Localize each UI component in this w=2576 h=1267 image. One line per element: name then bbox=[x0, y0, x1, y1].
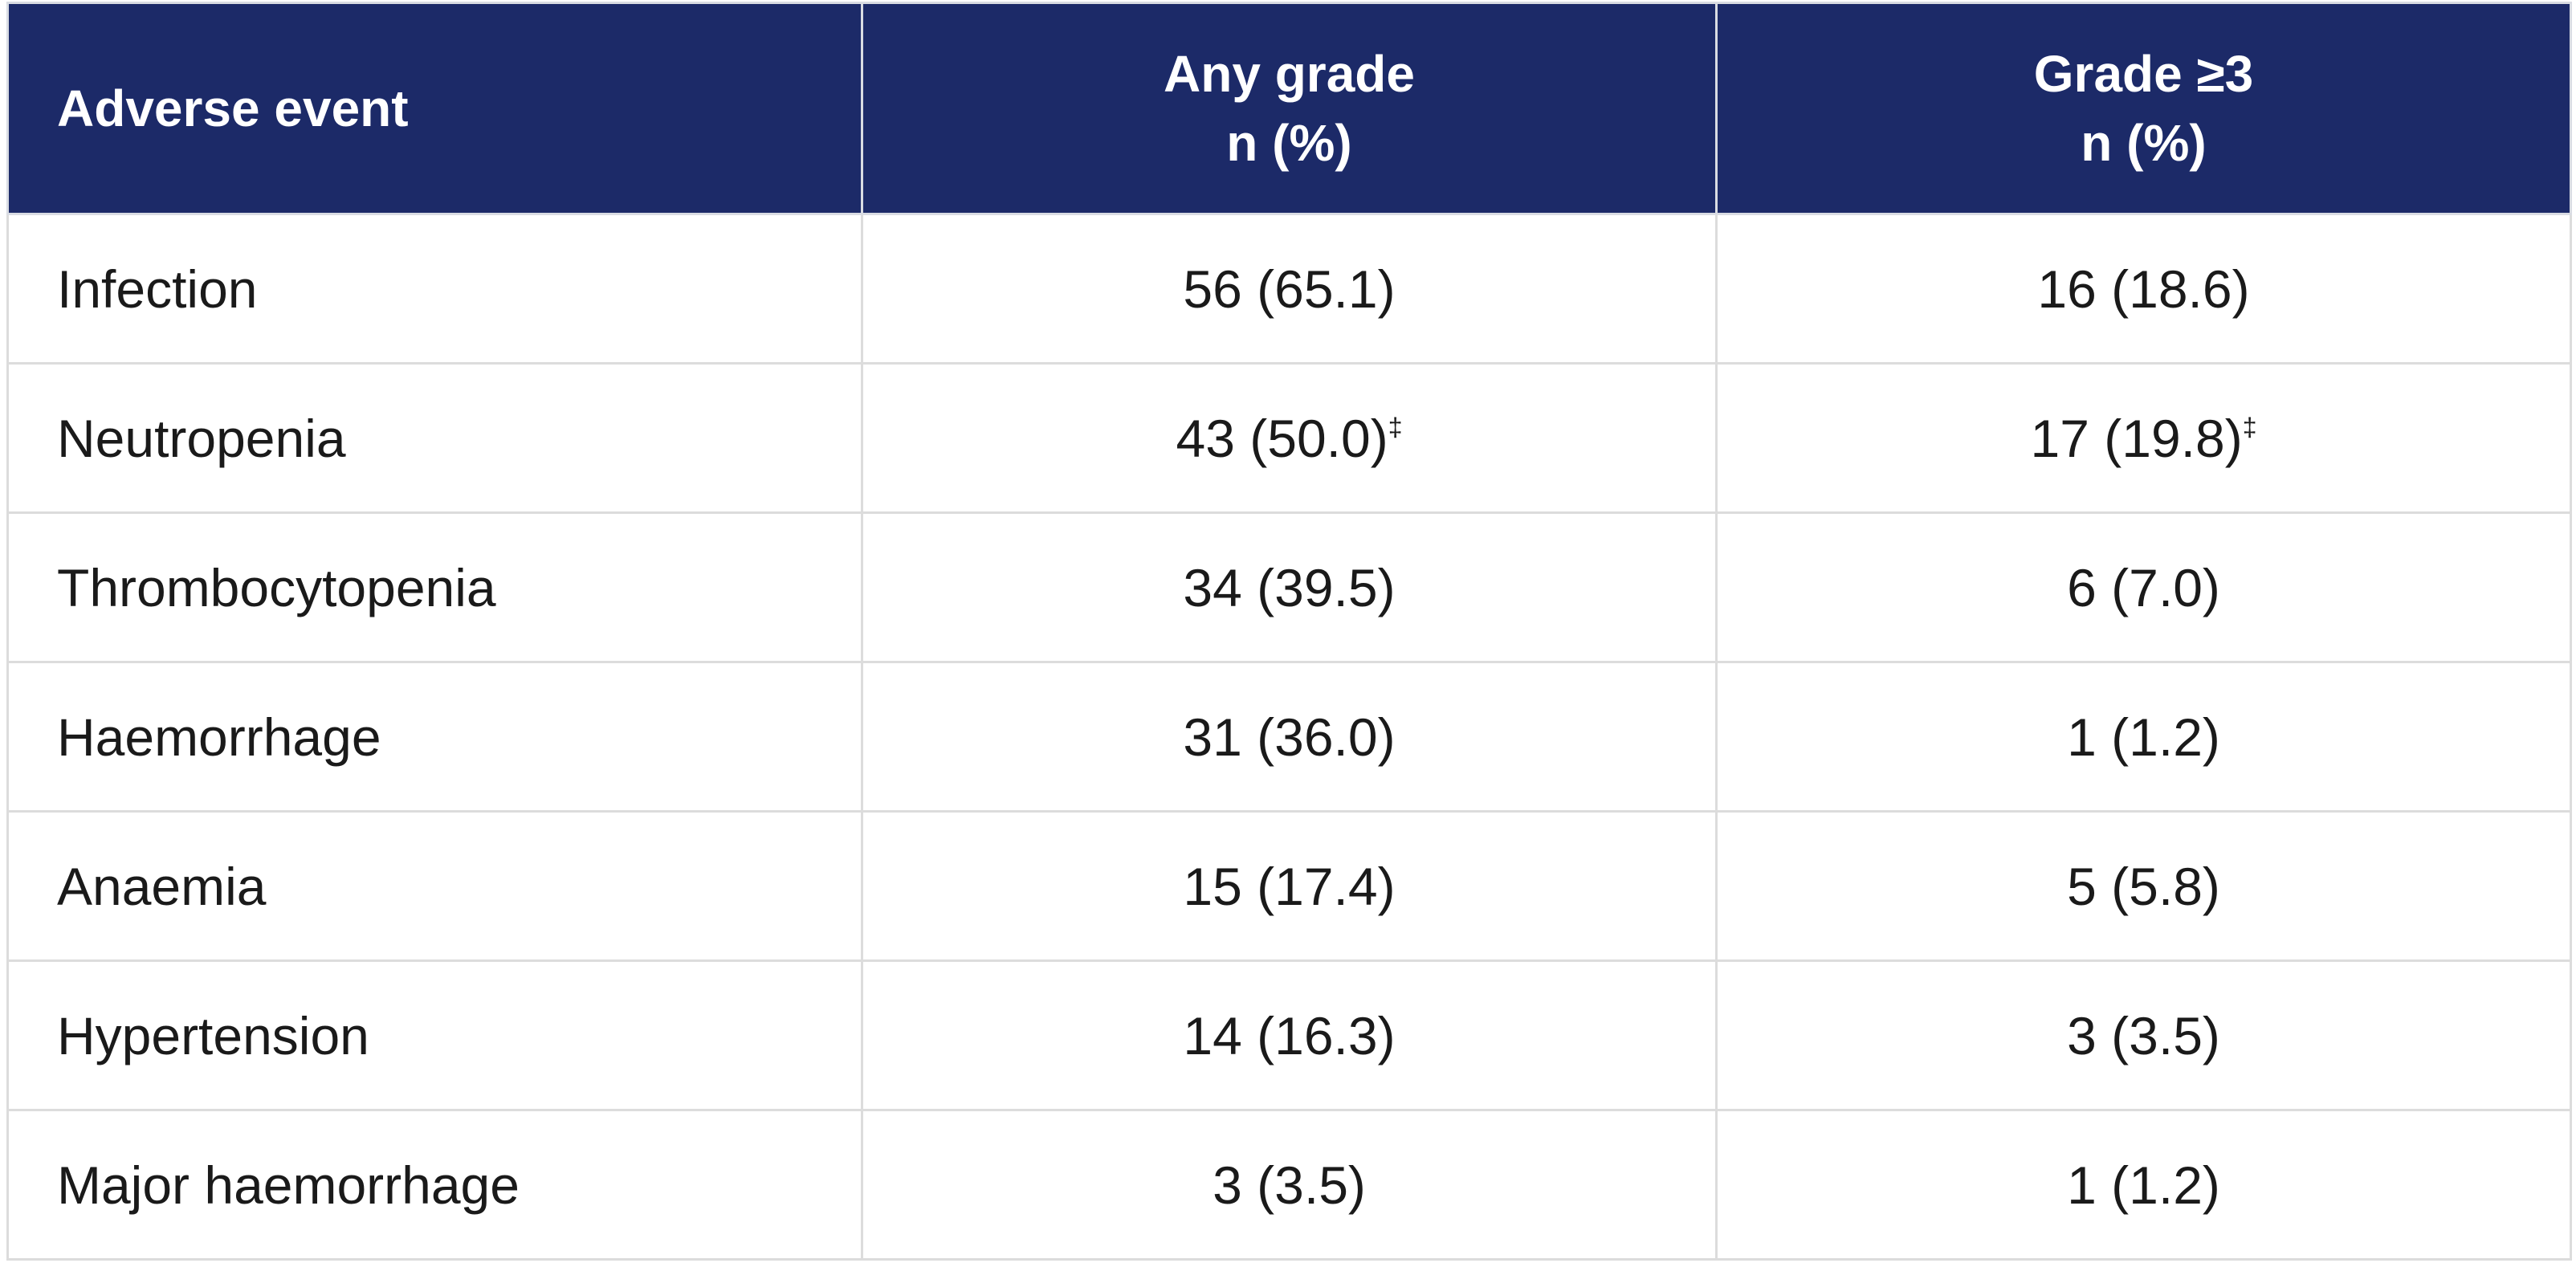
event-name: Neutropenia bbox=[6, 362, 863, 514]
event-name: Anaemia bbox=[6, 810, 863, 962]
value-cell: 15 (17.4) bbox=[861, 810, 1718, 962]
table-row: Anaemia 15 (17.4) 5 (5.8) bbox=[6, 810, 2572, 962]
value-cell: 1 (1.2) bbox=[1715, 661, 2572, 813]
header-cell: Grade ≥3 n (%) bbox=[1715, 2, 2572, 215]
table-row: Neutropenia 43 (50.0)‡ 17 (19.8)‡ bbox=[6, 362, 2572, 514]
event-name: Infection bbox=[6, 213, 863, 365]
value-cell: 34 (39.5) bbox=[861, 511, 1718, 663]
value-cell: 5 (5.8) bbox=[1715, 810, 2572, 962]
table-row: Infection 56 (65.1) 16 (18.6) bbox=[6, 213, 2572, 365]
header-line: Any grade bbox=[1164, 44, 1415, 103]
value-cell: 6 (7.0) bbox=[1715, 511, 2572, 663]
event-name: Thrombocytopenia bbox=[6, 511, 863, 663]
event-name: Major haemorrhage bbox=[6, 1109, 863, 1261]
value-cell: 3 (3.5) bbox=[1715, 959, 2572, 1111]
value-cell: 43 (50.0)‡ bbox=[861, 362, 1718, 514]
header-cell: Adverse event bbox=[6, 2, 863, 215]
value-cell: 1 (1.2) bbox=[1715, 1109, 2572, 1261]
table-row: Major haemorrhage 3 (3.5) 1 (1.2) bbox=[6, 1109, 2572, 1261]
adverse-events-table: Adverse event Any grade n (%) Grade ≥3 n (%)… bbox=[6, 2, 2572, 1261]
cell-text: 17 (19.8) bbox=[2030, 408, 2243, 468]
header-row: Adverse event Any grade n (%) Grade ≥3 n (%) bbox=[6, 2, 2572, 215]
value-cell: 3 (3.5) bbox=[861, 1109, 1718, 1261]
event-name: Hypertension bbox=[6, 959, 863, 1111]
table-row: Haemorrhage 31 (36.0) 1 (1.2) bbox=[6, 661, 2572, 813]
table-row: Hypertension 14 (16.3) 3 (3.5) bbox=[6, 959, 2572, 1111]
event-name: Haemorrhage bbox=[6, 661, 863, 813]
footnote-mark: ‡ bbox=[2242, 412, 2257, 442]
value-cell: 31 (36.0) bbox=[861, 661, 1718, 813]
value-cell: 17 (19.8)‡ bbox=[1715, 362, 2572, 514]
value-cell: 16 (18.6) bbox=[1715, 213, 2572, 365]
header-line: n (%) bbox=[1226, 114, 1352, 172]
header-cell: Any grade n (%) bbox=[861, 2, 1718, 215]
footnote-mark: ‡ bbox=[1388, 412, 1403, 442]
cell-text: 43 (50.0) bbox=[1176, 408, 1388, 468]
value-cell: 56 (65.1) bbox=[861, 213, 1718, 365]
header-line: Grade ≥3 bbox=[2033, 44, 2254, 103]
header-line: n (%) bbox=[2081, 114, 2207, 172]
value-cell: 14 (16.3) bbox=[861, 959, 1718, 1111]
table-row: Thrombocytopenia 34 (39.5) 6 (7.0) bbox=[6, 511, 2572, 663]
